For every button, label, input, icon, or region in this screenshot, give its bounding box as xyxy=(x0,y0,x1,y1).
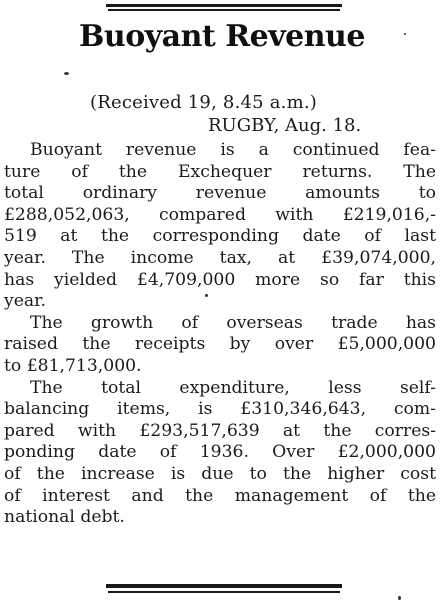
text-line: 519 at the corresponding date of last xyxy=(4,226,436,247)
text-line: pared with £293,517,639 at the corres- xyxy=(4,420,436,441)
text-line: ponding date of 1936. Over £2,000,000 xyxy=(4,442,436,463)
top-rule xyxy=(106,4,342,7)
text-line: of the increase is due to the higher cos… xyxy=(4,463,436,484)
text-line: Buoyant revenue is a continued fea- xyxy=(30,140,436,160)
paragraph-3: The total expenditure, less self- balanc… xyxy=(4,378,436,529)
placeline: RUGBY, Aug. 18. xyxy=(208,115,362,136)
text-line: total ordinary revenue amounts to xyxy=(4,183,436,204)
print-speck xyxy=(64,72,69,75)
text-line: balancing items, is £310,346,643, com- xyxy=(4,399,436,420)
text-line: ture of the Exchequer returns. The xyxy=(4,161,436,182)
print-speck xyxy=(205,294,208,297)
text-line: has yielded £4,709,000 more so far this xyxy=(4,269,436,290)
article-body: Buoyant revenue is a continued fea- ture… xyxy=(4,140,436,529)
headline: Buoyant Revenue xyxy=(79,19,365,54)
bottom-rule xyxy=(106,584,342,588)
text-line: national debt. xyxy=(4,507,125,528)
text-line: The growth of overseas trade has xyxy=(30,312,436,333)
text-line: £288,052,063, compared with £219,016,- xyxy=(4,204,436,225)
text-line: The total expenditure, less self- xyxy=(30,377,436,398)
top-rule-thin xyxy=(108,9,340,11)
print-speck xyxy=(404,33,406,35)
dateline: (Received 19, 8.45 a.m.) xyxy=(90,92,317,113)
print-speck xyxy=(398,596,401,600)
text-line: year. xyxy=(4,291,46,312)
text-line: year. The income tax, at £39,074,000, xyxy=(4,247,436,268)
text-line: of interest and the management of the xyxy=(4,485,436,506)
paragraph-2: The growth of overseas trade has raised … xyxy=(4,313,436,378)
bottom-rule-thin xyxy=(108,591,340,593)
text-line: raised the receipts by over £5,000,000 xyxy=(4,334,436,355)
paragraph-1: Buoyant revenue is a continued fea- ture… xyxy=(4,140,436,313)
text-line: to £81,713,000. xyxy=(4,355,142,376)
